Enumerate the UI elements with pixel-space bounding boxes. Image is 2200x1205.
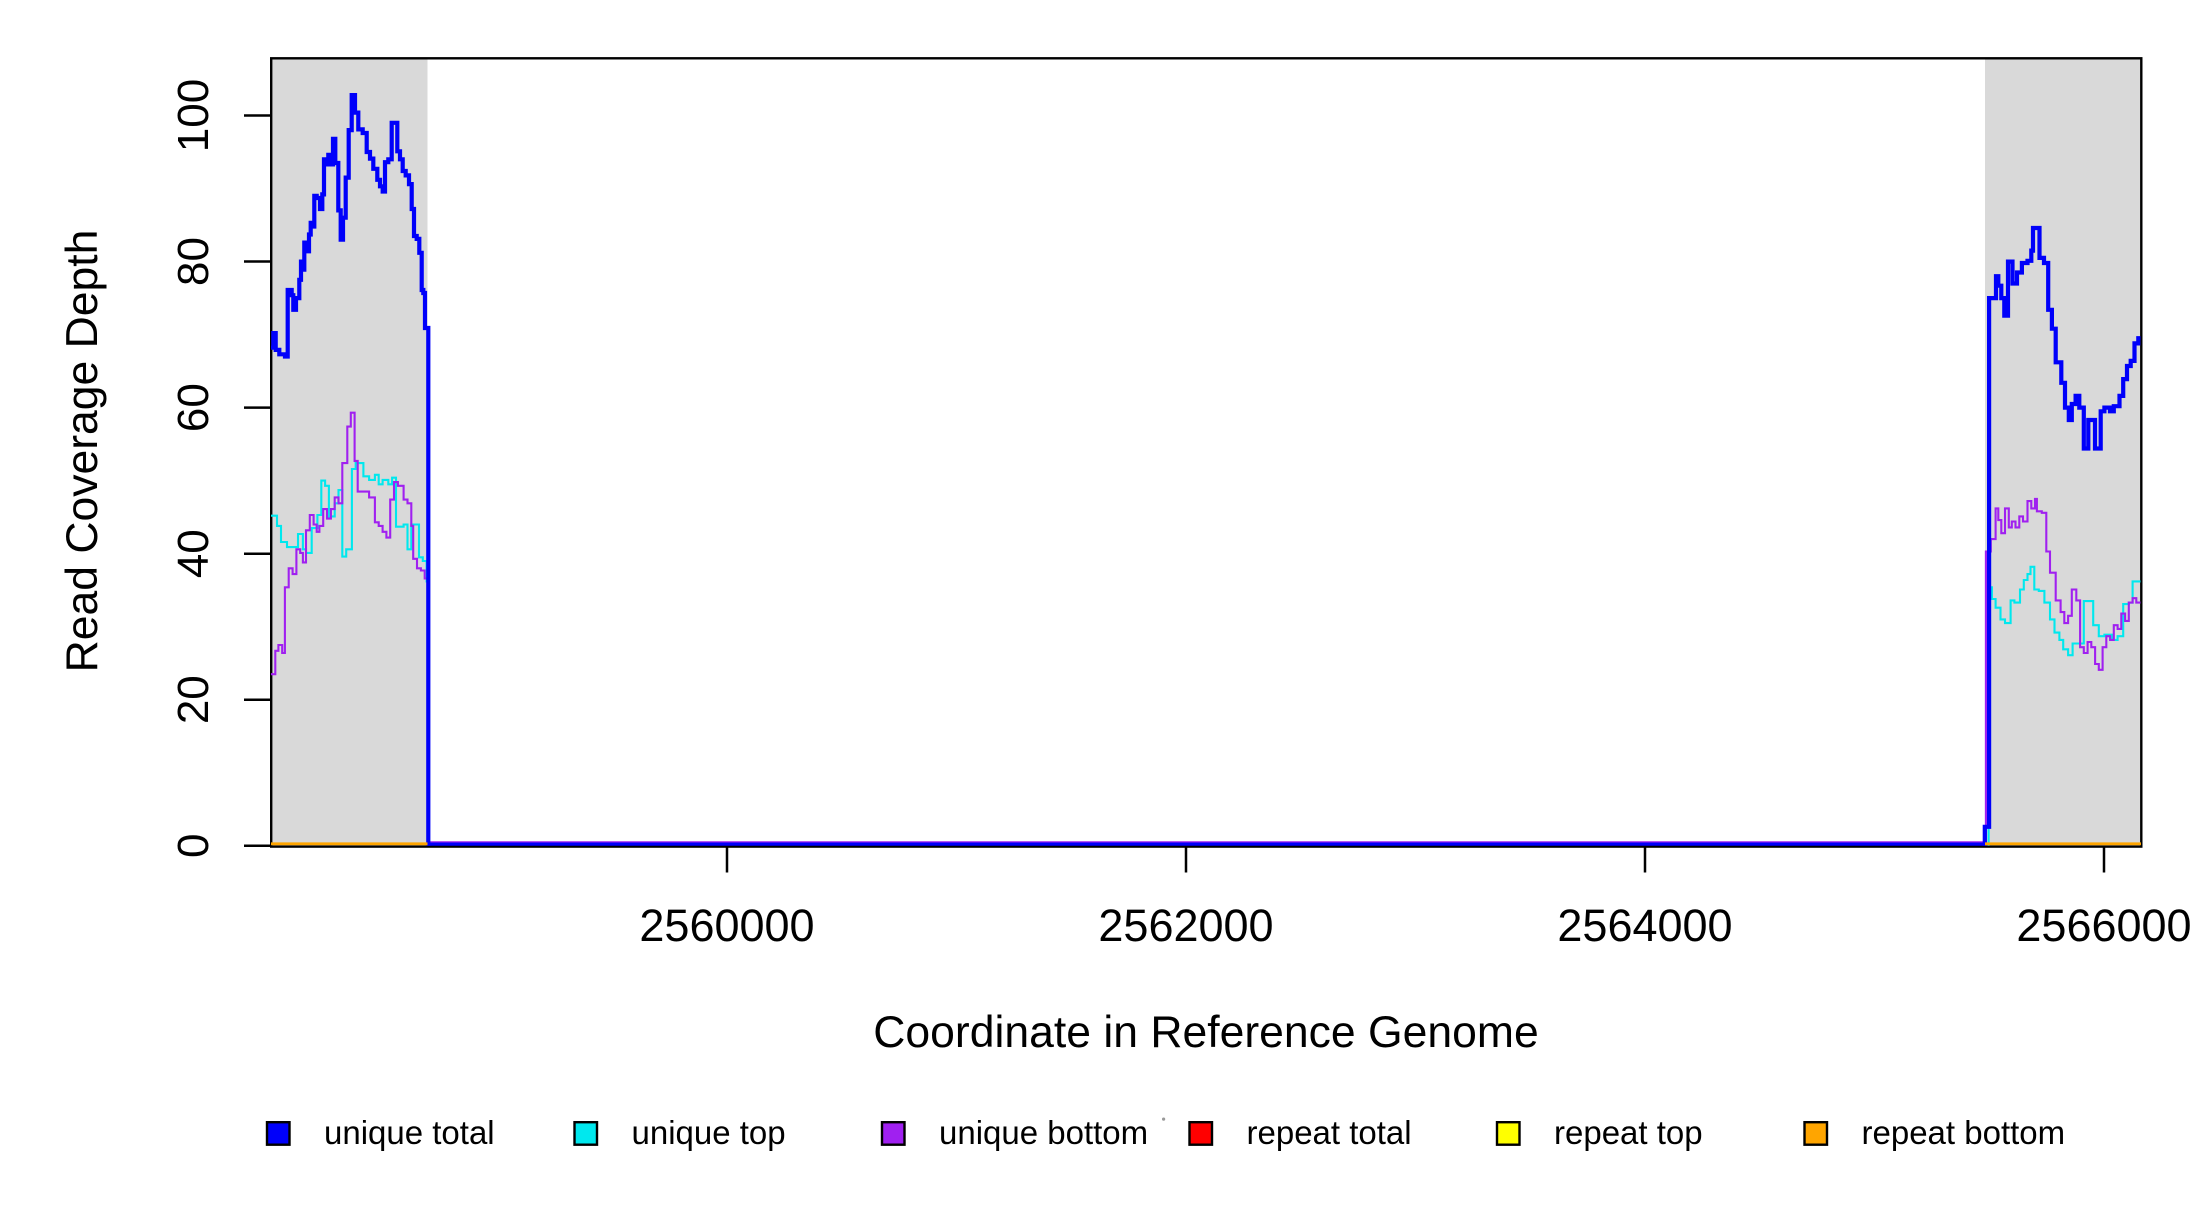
svg-text:unique bottom: unique bottom [939,1114,1148,1151]
svg-text:20: 20 [169,675,218,724]
svg-text:2560000: 2560000 [639,900,814,951]
svg-text:2562000: 2562000 [1098,900,1273,951]
svg-text:2564000: 2564000 [1557,900,1732,951]
svg-text:repeat top: repeat top [1554,1114,1703,1151]
svg-text:2566000: 2566000 [2016,900,2191,951]
svg-text:0: 0 [169,834,218,858]
svg-text:repeat bottom: repeat bottom [1862,1114,2066,1151]
svg-text:repeat total: repeat total [1247,1114,1412,1151]
svg-text:100: 100 [169,79,218,152]
svg-text:Read Coverage Depth: Read Coverage Depth [58,230,107,673]
svg-text:unique top: unique top [632,1114,786,1151]
svg-text:unique total: unique total [324,1114,495,1151]
svg-text:Coordinate in Reference Genome: Coordinate in Reference Genome [873,1008,1538,1057]
svg-text:60: 60 [169,383,218,432]
svg-text:40: 40 [169,529,218,578]
svg-text:80: 80 [169,237,218,286]
